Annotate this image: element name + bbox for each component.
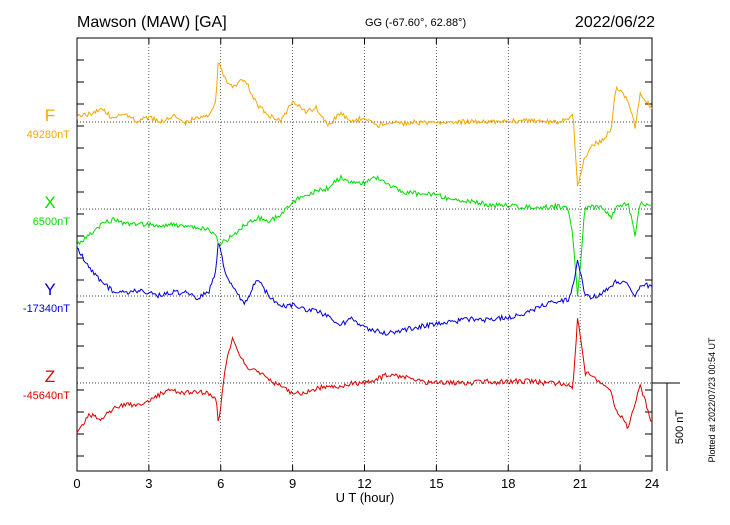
x-tick-label: 24: [645, 476, 659, 491]
x-tick-label: 12: [357, 476, 371, 491]
series-baseline-y: -17340nT: [23, 303, 70, 315]
series-baseline-z: -45640nT: [23, 390, 70, 402]
series-name-y: Y: [44, 280, 55, 299]
scale-bar-label: 500 nT: [674, 410, 686, 445]
coordinates-label: GG (-67.60°, 62.88°): [365, 17, 466, 29]
x-tick-label: 18: [501, 476, 515, 491]
series-name-x: X: [44, 193, 55, 212]
series-baseline-x: 6500nT: [33, 216, 71, 228]
date-label: 2022/06/22: [575, 14, 655, 31]
series-line-y: [76, 243, 653, 336]
station-title: Mawson (MAW) [GA]: [77, 14, 227, 31]
x-tick-label: 9: [289, 476, 296, 491]
series-name-f: F: [45, 106, 55, 125]
series-baseline-f: 49280nT: [27, 129, 71, 141]
x-tick-label: 0: [73, 476, 80, 491]
series-layer: [76, 62, 653, 434]
x-tick-label: 21: [573, 476, 587, 491]
x-tick-label: 15: [429, 476, 443, 491]
x-tick-layer: 0 3 6 9 12 15 18 21 24: [73, 38, 659, 491]
x-axis-title: U T (hour): [336, 490, 395, 505]
series-name-z: Z: [45, 367, 55, 386]
grid-layer: [77, 38, 652, 471]
x-tick-label: 6: [217, 476, 224, 491]
series-line-z: [76, 318, 653, 434]
series-line-x: [76, 173, 653, 297]
series-line-f: [76, 62, 653, 187]
x-tick-label: 3: [145, 476, 152, 491]
series-label-layer: F 49280nT X 6500nT Y -17340nT Z -45640nT: [23, 106, 70, 402]
plotted-timestamp: Plotted at 2022/07/23 00:54 UT: [707, 337, 717, 463]
